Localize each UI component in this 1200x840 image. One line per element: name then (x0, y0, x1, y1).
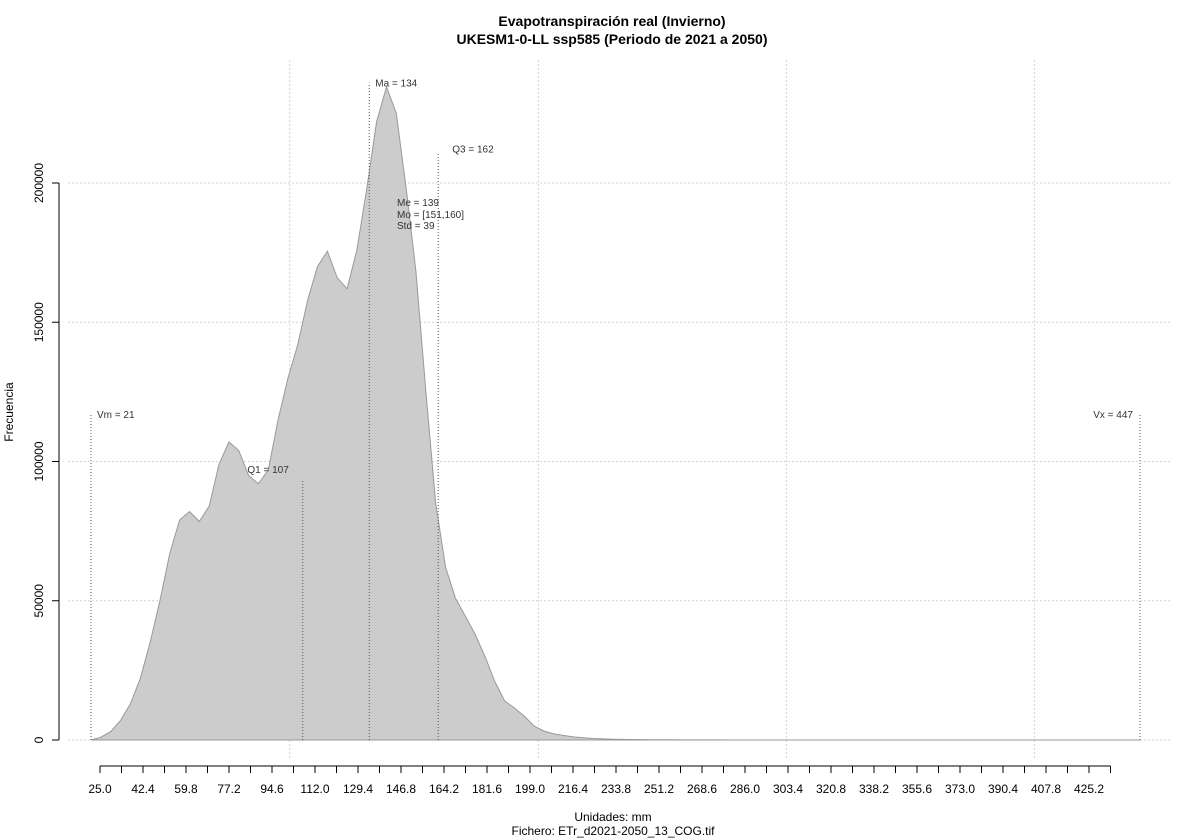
marker-label: Vm = 21 (97, 410, 135, 421)
x-tick-label: 251.2 (644, 782, 674, 796)
chart-title: Evapotranspiración real (Invierno) (498, 13, 725, 29)
x-tick-label: 25.0 (88, 782, 112, 796)
x-tick-label: 146.8 (386, 782, 416, 796)
x-tick-label: 320.8 (816, 782, 846, 796)
x-tick-label: 355.6 (902, 782, 932, 796)
x-tick-label: 77.2 (217, 782, 241, 796)
marker-label: Vx = 447 (1093, 410, 1133, 421)
x-tick-label: 268.6 (687, 782, 717, 796)
x-tick-label: 390.4 (988, 782, 1018, 796)
x-tick-label: 373.0 (945, 782, 975, 796)
x-tick-label: 199.0 (515, 782, 545, 796)
x-tick-label: 338.2 (859, 782, 889, 796)
y-axis: 0 50000 100000 150000 200000 (32, 163, 60, 743)
chart-subtitle: UKESM1-0-LL ssp585 (Periodo de 2021 a 20… (457, 31, 768, 47)
x-tick-label: 181.6 (472, 782, 502, 796)
marker-label: Ma = 134 (375, 79, 417, 90)
x-tick-label: 425.2 (1074, 782, 1104, 796)
stat-median: Me = 139 (397, 198, 439, 209)
stat-mode: Mo = [151,160] (397, 210, 464, 221)
x-tick-label: 303.4 (773, 782, 803, 796)
file-footer: Fichero: ETr_d2021-2050_13_COG.tif (512, 824, 716, 838)
x-tick-label: 286.0 (730, 782, 760, 796)
y-tick-label: 0 (32, 736, 46, 743)
y-tick-label: 200000 (32, 163, 46, 203)
x-axis-label: Unidades: mm (574, 810, 651, 824)
x-tick-label: 94.6 (260, 782, 284, 796)
y-tick-label: 50000 (32, 584, 46, 618)
y-tick-label: 100000 (32, 441, 46, 481)
x-tick-label: 216.4 (558, 782, 588, 796)
x-tick-label: 59.8 (174, 782, 198, 796)
x-tick-label: 164.2 (429, 782, 459, 796)
y-tick-label: 150000 (32, 302, 46, 342)
marker-label: Q1 = 107 (247, 465, 289, 476)
x-tick-label: 407.8 (1031, 782, 1061, 796)
x-tick-label: 129.4 (343, 782, 373, 796)
y-axis-label: Frecuencia (2, 382, 16, 442)
x-axis: 25.0 42.4 59.8 77.2 94.6 112.0 129.4 146.8 164.2… (88, 765, 1111, 796)
x-tick-label: 42.4 (131, 782, 155, 796)
stat-std: Std = 39 (397, 221, 435, 232)
x-tick-label: 112.0 (300, 782, 329, 796)
x-tick-label: 233.8 (601, 782, 631, 796)
marker-label: Q3 = 162 (452, 144, 494, 155)
density-area (90, 85, 1140, 741)
marker-layer: Vm = 21 Q1 = 107 Ma = 134 Q3 = 162 Vx = 447 (90, 79, 1141, 740)
